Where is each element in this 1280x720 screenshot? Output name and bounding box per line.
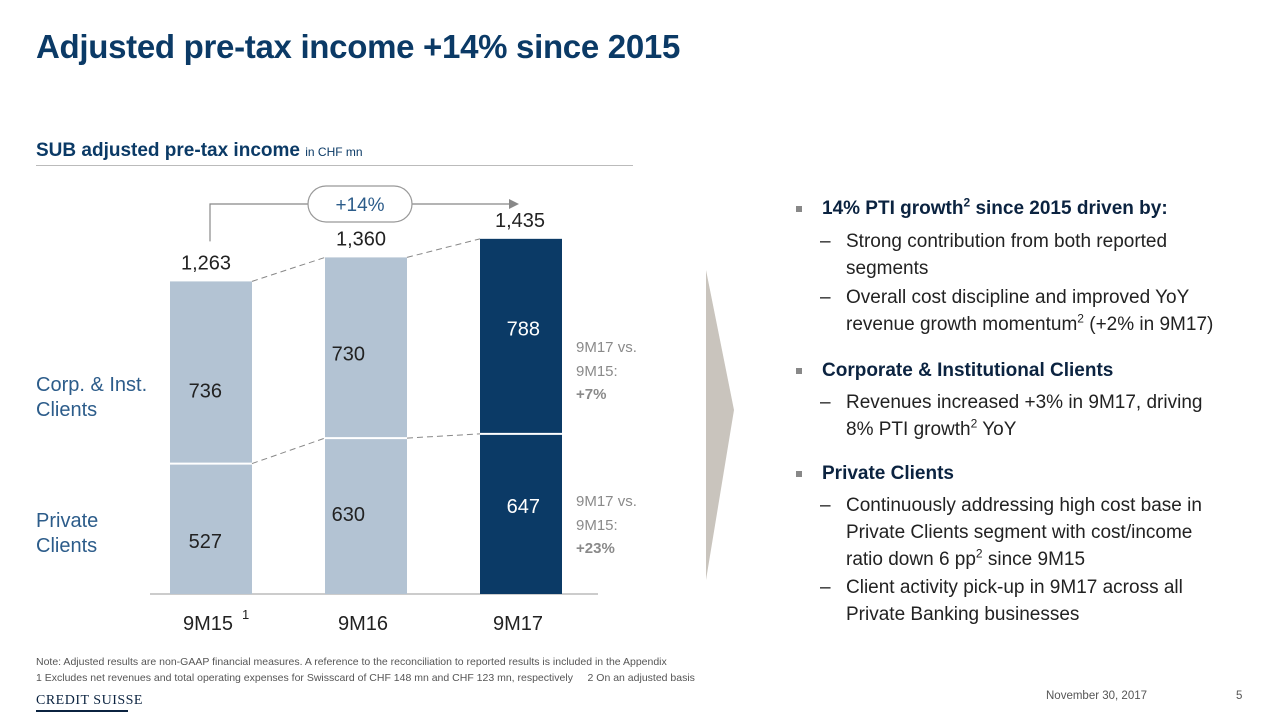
dash: – — [820, 392, 831, 413]
bullet-3-sub-1-line-3: ratio down 6 pp2 since 9M15 — [846, 546, 1266, 573]
bar-corp-9M16 — [325, 257, 407, 439]
divider-wedge-shape — [706, 270, 734, 580]
footnote-line-2: 1 Excludes net revenues and total operat… — [36, 672, 695, 684]
footnote-line-1: Note: Adjusted results are non-GAAP fina… — [36, 656, 667, 668]
text: revenue growth momentum — [846, 314, 1078, 335]
bullet-2-sub-1-line-2: 8% PTI growth2 YoY — [846, 416, 1266, 443]
bullet-1-heading-b: since 2015 driven by: — [975, 198, 1168, 219]
bar-corp-9M17 — [480, 238, 562, 434]
bullet-1-sub-2-line-2: revenue growth momentum2 (+2% in 9M17) — [846, 311, 1266, 338]
total-label-9M15: 1,263 — [181, 252, 231, 274]
bullet-3-sub-2-line-1: Client activity pick-up in 9M17 across a… — [846, 577, 1183, 598]
bullet-2-heading: Corporate & Institutional Clients — [822, 360, 1114, 381]
chart-title-rule — [36, 165, 633, 166]
connector-mid-1 — [406, 433, 481, 439]
bullet-2-sub-1-line-1: Revenues increased +3% in 9M17, driving — [846, 392, 1203, 413]
comparison-1-line1: 9M17 vs. — [576, 493, 637, 510]
bullet-1-sub-1-line-1: Strong contribution from both reported — [846, 231, 1168, 252]
segment-label-private: Private Clients — [36, 509, 98, 559]
superscript: 2 — [1077, 311, 1084, 326]
segment-label-private-line2: Clients — [36, 535, 98, 557]
superscript: 2 — [970, 416, 978, 431]
chart-title: SUB adjusted pre-tax income in CHF mn — [36, 140, 363, 162]
bullet-3-heading: Private Clients — [822, 463, 954, 484]
growth-arrowhead — [509, 199, 519, 209]
bullet-3-sub-2-line-2: Private Banking businesses — [846, 604, 1080, 625]
text: 8% PTI growth — [846, 419, 971, 440]
footnotes: Note: Adjusted results are non-GAAP fina… — [36, 654, 695, 686]
page-number: 5 — [1236, 690, 1243, 702]
comparison-0-line2: 9M15: — [576, 363, 618, 380]
page-title: Adjusted pre-tax income +14% since 2015 — [36, 28, 680, 65]
divider-wedge — [706, 270, 734, 580]
bar-corp-9M15 — [170, 281, 252, 464]
footer-date: November 30, 2017 — [1046, 690, 1148, 702]
bar-private-9M17 — [480, 433, 562, 594]
bullet-1-heading-sup: 2 — [963, 195, 971, 210]
bar-private-9M16 — [325, 438, 407, 594]
total-label-9M17: 1,435 — [495, 210, 545, 232]
category-label-9M17: 9M17 — [493, 613, 543, 635]
bullet-marker-2 — [796, 368, 802, 374]
dash: – — [820, 577, 831, 598]
dash: – — [820, 495, 831, 516]
bar-label-private-9M16: 630 — [332, 504, 365, 526]
bullet-1-heading-a: 14% PTI growth — [822, 198, 964, 219]
text: ratio down 6 pp — [846, 549, 976, 570]
stacked-bar-chart: 527 736 1,263 9M15 1 630 730 1,360 9M16 647 788 1,4… — [150, 185, 637, 635]
segment-label-corp: Corp. & Inst. Clients — [36, 373, 147, 423]
bar-label-private-9M17: 647 — [507, 496, 540, 518]
text: (+2% in 9M17) — [1089, 314, 1214, 335]
dash: – — [820, 287, 831, 308]
growth-badge-label: +14% — [335, 195, 384, 216]
bullet-1-sub-2-line-1: Overall cost discipline and improved YoY — [846, 287, 1190, 308]
comparison-0-value: +7% — [576, 386, 606, 403]
category-label-9M16: 9M16 — [338, 613, 388, 635]
bar-label-corp-9M16: 730 — [332, 344, 365, 366]
credit-suisse-logo: CREDIT SUISSE — [36, 693, 143, 708]
segment-label-corp-line2: Clients — [36, 399, 98, 421]
text: since 9M15 — [987, 549, 1086, 570]
category-label-9M15: 9M15 — [183, 613, 233, 635]
text: YoY — [982, 419, 1017, 440]
bullet-1-sub-1-line-2: segments — [846, 258, 929, 279]
chart-unit: in CHF mn — [305, 145, 363, 159]
bullet-3-sub-1-line-1: Continuously addressing high cost base i… — [846, 495, 1202, 516]
chart-title-text: SUB adjusted pre-tax income — [36, 140, 300, 161]
dash: – — [820, 231, 831, 252]
bullet-marker-3 — [796, 471, 802, 477]
connector-mid-0 — [251, 437, 326, 465]
bullet-1-heading: 14% PTI growth2 since 2015 driven by: — [822, 195, 1168, 220]
bar-label-private-9M15: 527 — [189, 531, 222, 553]
segment-label-private-line1: Private — [36, 510, 99, 532]
comparison-1-line2: 9M15: — [576, 517, 618, 534]
connector-total-0 — [251, 256, 326, 282]
comparison-0-line1: 9M17 vs. — [576, 339, 637, 356]
bullet-3-sub-1-line-2: Private Clients segment with cost/income — [846, 522, 1193, 543]
growth-badge — [307, 185, 413, 223]
category-superscript-9M15: 1 — [242, 607, 249, 622]
total-label-9M16: 1,360 — [336, 228, 386, 250]
comparison-1-value: +23% — [576, 540, 615, 557]
logo-underline — [36, 710, 128, 712]
bullet-marker-1 — [796, 206, 802, 212]
segment-label-corp-line1: Corp. & Inst. — [36, 374, 148, 396]
bar-label-corp-9M17: 788 — [507, 318, 540, 340]
bar-private-9M15 — [170, 463, 252, 594]
connector-total-1 — [406, 238, 481, 258]
superscript: 2 — [975, 546, 983, 561]
bar-label-corp-9M15: 736 — [189, 380, 222, 402]
